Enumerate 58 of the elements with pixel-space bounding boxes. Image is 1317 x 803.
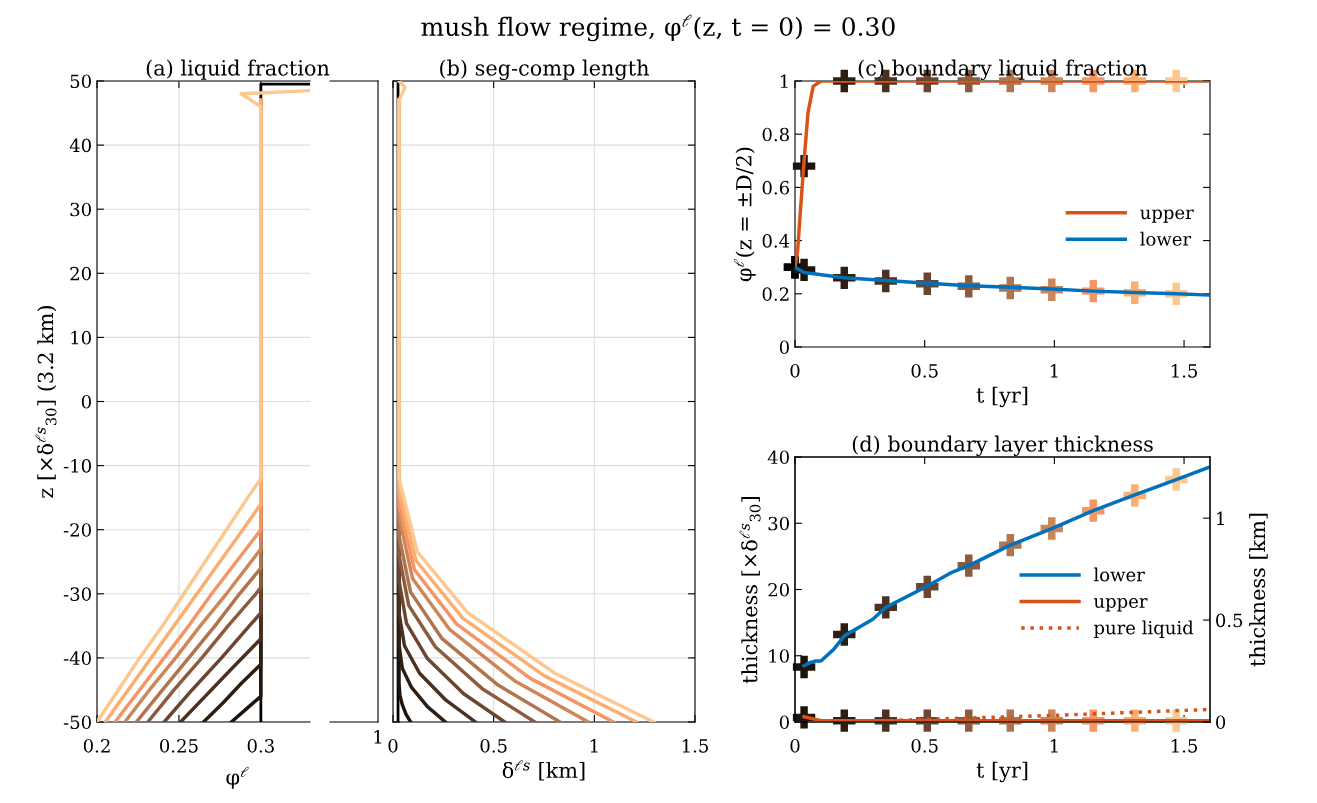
x-tick-label: 0.3 <box>247 738 274 753</box>
x-axis-title: φ$^{ℓ}$ <box>226 766 249 789</box>
y-tick-label: 0.2 <box>762 287 789 301</box>
legend-label: upper <box>1140 209 1194 223</box>
x-tick-label: 0.5 <box>911 363 938 378</box>
legend-label: lower <box>1093 567 1145 582</box>
y-tick-label: 40 <box>767 450 789 465</box>
x-tick-label: 0.25 <box>160 738 198 753</box>
y-tick-label: -30 <box>63 587 91 601</box>
y-tick-label: -20 <box>63 523 91 537</box>
x-tick-label: 1.5 <box>1171 363 1198 378</box>
legend-label: lower <box>1140 231 1192 246</box>
y-tick-label: 30 <box>768 516 789 531</box>
y-tick-label: 40 <box>69 138 91 153</box>
y-tick-label: 10 <box>769 649 789 663</box>
y-axis-title: z [×δ$^{ℓs}$$_{30}$] (3.2 km) <box>35 306 57 498</box>
y-tick-label: -50 <box>63 715 91 730</box>
y-tick-label: -40 <box>63 651 91 666</box>
y-axis-title: φ$^{ℓ}$(z = ±D/2) <box>733 147 756 282</box>
x-tick-label: 1.5 <box>682 738 708 753</box>
y-tick-label: 0 <box>81 394 91 409</box>
x-tick-label: 0.5 <box>911 738 938 753</box>
y-tick-label: 30 <box>70 202 91 217</box>
chart-title: (d) boundary layer thickness <box>852 435 1153 457</box>
x-tick-label: 0 <box>790 738 800 753</box>
chart-title: (a) liquid fraction <box>146 59 330 80</box>
y-tick-label: 20 <box>768 582 789 597</box>
x-tick-label: 0 <box>388 738 398 753</box>
x-tick-label: 0.2 <box>83 738 110 753</box>
x-axis-title: t [yr] <box>976 761 1028 783</box>
y-tick-label: 0.8 <box>762 127 789 142</box>
y-tick-label: 0 <box>779 715 789 730</box>
y2-tick-label: 1 <box>1217 511 1224 526</box>
legend-label: pure liquid <box>1093 620 1194 638</box>
chart-title: (b) seg-comp length <box>440 59 649 81</box>
x-tick-label: 1 <box>590 738 598 753</box>
y-tick-label: 0.4 <box>762 234 790 248</box>
y-tick-label: 20 <box>70 266 91 281</box>
y-tick-label: 0.6 <box>762 180 789 195</box>
y-tick-label: 50 <box>70 74 91 89</box>
x-tick-label: 1.5 <box>1171 738 1198 753</box>
x-axis-title: t [yr] <box>976 386 1028 408</box>
x-tick-label: 0.5 <box>480 738 507 753</box>
y2-tick-label: 0.5 <box>1216 613 1243 628</box>
legend-label: upper <box>1093 598 1148 612</box>
text: mush flow regime, φ$^{ℓ}$(z, t = 0) = 0.30 <box>421 14 895 42</box>
chart-title: (c) boundary liquid fraction <box>858 59 1148 81</box>
y-axis-title: thickness [×δ$^{ℓs}$$_{30}$] <box>739 496 761 684</box>
y2-tick-label: 0 <box>1216 715 1226 730</box>
x-tick-label: 1 <box>1050 363 1058 378</box>
y-tick-label: 1 <box>780 74 788 88</box>
y-tick-label: 10 <box>71 330 91 345</box>
y-tick-label: 0 <box>779 340 789 355</box>
x-axis-title: δ$^{ℓs}$ [km] <box>502 760 585 781</box>
x-tick-label: 0 <box>790 363 800 378</box>
x-tick-label: 1 <box>1050 738 1058 753</box>
y-tick-label: -10 <box>63 459 91 473</box>
y2-axis-title: thickness [km] <box>1249 513 1268 667</box>
